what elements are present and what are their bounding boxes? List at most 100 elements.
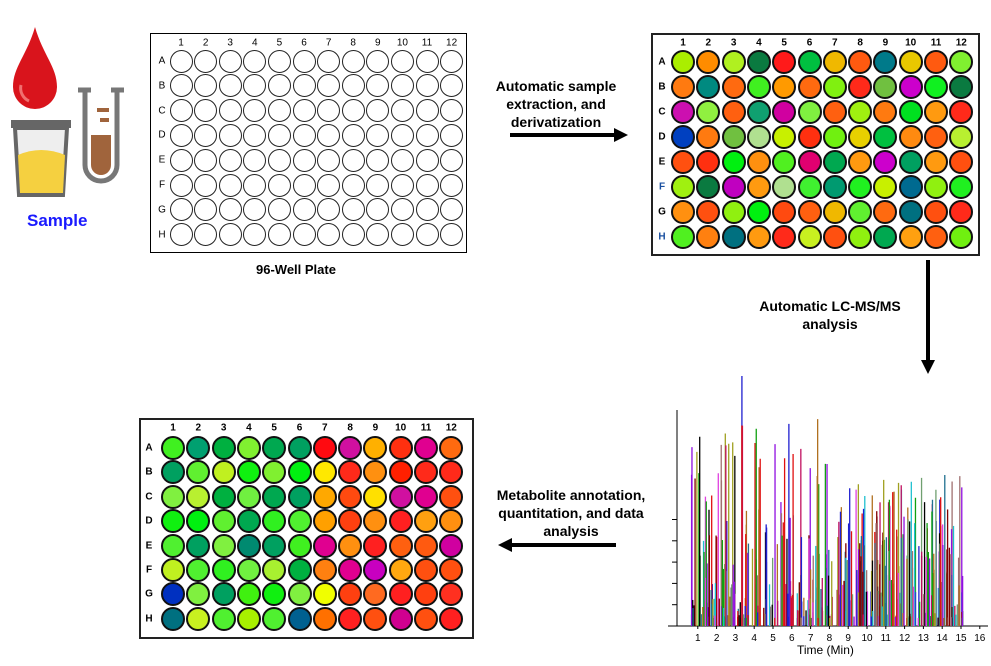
x-tick-label: 11: [881, 633, 892, 644]
well-G7: [822, 200, 847, 224]
empty-96-well-plate: 1 2 3 4 5 6 7 8 9 10 11 12 A B C D E F G H: [150, 33, 467, 253]
row-label: F: [658, 181, 666, 193]
well-E3: [721, 150, 746, 174]
well-C3: [211, 484, 236, 509]
well-A10: [388, 436, 413, 460]
well-D8: [338, 509, 363, 534]
well-E7: [317, 148, 341, 172]
step-text-line: analysis: [543, 523, 599, 539]
well-B4: [746, 75, 771, 99]
well-C4: [243, 99, 267, 123]
well-G7: [312, 582, 337, 607]
well-C4: [236, 484, 261, 509]
well-H7: [312, 606, 337, 631]
well-F6: [287, 558, 312, 582]
well-F2: [194, 173, 218, 197]
row-label: B: [658, 81, 666, 93]
arrow-down-icon: [921, 260, 935, 374]
results-96-well-plate: 1 2 3 4 5 6 7 8 9 10 11 12 A B C D E F G H: [139, 418, 474, 639]
well-D2: [696, 125, 721, 149]
chromatogram-plot: 1 2 3 4 5 6 7 8 9 10 11 12 13 14 15 16: [668, 376, 988, 644]
well-F4: [236, 558, 261, 582]
row-label: A: [158, 55, 166, 67]
well-C3: [721, 100, 746, 124]
well-C1: [671, 100, 695, 124]
well-H11: [414, 606, 438, 631]
well-B6: [287, 460, 312, 485]
x-tick-label: 6: [789, 633, 795, 644]
well-F3: [218, 173, 242, 197]
column-label: 5: [271, 422, 277, 434]
well-B7: [317, 74, 341, 98]
empty-plate-caption: 96-Well Plate: [256, 262, 336, 277]
step-text-line: quantitation, and data: [498, 505, 644, 521]
column-label: 10: [396, 37, 408, 49]
well-D6: [797, 125, 822, 149]
well-F9: [363, 558, 388, 582]
well-C3: [218, 99, 242, 123]
well-F5: [262, 558, 287, 582]
well-B6: [797, 75, 822, 99]
row-label: C: [158, 105, 166, 117]
well-E5: [262, 533, 287, 558]
well-C1: [169, 99, 193, 123]
well-C5: [772, 100, 797, 124]
well-B2: [186, 460, 211, 485]
well-B1: [161, 460, 185, 485]
well-C11: [924, 100, 948, 124]
well-D3: [211, 509, 236, 534]
x-tick-label: 10: [861, 633, 873, 644]
row-label: G: [658, 206, 666, 218]
x-tick-label: 1: [695, 633, 701, 644]
row-label: D: [658, 131, 666, 143]
well-G5: [772, 200, 797, 224]
well-D5: [262, 509, 287, 534]
well-A8: [848, 50, 873, 74]
well-A1: [169, 49, 193, 73]
x-tick-label: 14: [937, 633, 949, 644]
well-F2: [696, 175, 721, 199]
well-G12: [439, 582, 464, 607]
well-C12: [440, 99, 464, 123]
well-H12: [949, 225, 974, 249]
well-C1: [161, 484, 185, 509]
urine-cup-icon: [11, 120, 71, 197]
column-label: 3: [220, 422, 227, 434]
step-text-line: extraction, and: [506, 96, 606, 112]
row-label: B: [145, 466, 153, 478]
well-H10: [388, 606, 413, 631]
well-F8: [848, 175, 873, 199]
step-lcms-label: Automatic LC-MS/MS analysis: [735, 297, 925, 333]
well-D10: [388, 509, 413, 534]
well-B11: [924, 75, 948, 99]
well-F12: [439, 558, 464, 582]
well-F1: [161, 558, 185, 582]
well-F11: [415, 173, 439, 197]
well-C6: [287, 484, 312, 509]
well-E10: [388, 533, 413, 558]
well-C11: [414, 484, 438, 509]
well-C9: [366, 99, 390, 123]
well-E2: [186, 533, 211, 558]
blood-drop-icon: [13, 27, 57, 109]
x-tick-label: 4: [751, 633, 757, 644]
well-H8: [341, 223, 365, 247]
well-A11: [415, 49, 439, 73]
column-label: 11: [930, 37, 942, 49]
row-label: G: [145, 588, 153, 600]
well-G9: [873, 200, 898, 224]
well-H5: [267, 223, 291, 247]
well-B6: [292, 74, 316, 98]
well-H10: [898, 225, 923, 249]
well-F2: [186, 558, 211, 582]
well-H12: [439, 606, 464, 631]
well-F9: [366, 173, 390, 197]
well-H3: [721, 225, 746, 249]
well-H9: [366, 223, 390, 247]
well-D10: [390, 123, 414, 147]
row-label: C: [145, 491, 153, 503]
well-B5: [267, 74, 291, 98]
well-A11: [414, 436, 438, 460]
well-G11: [414, 582, 438, 607]
well-B4: [236, 460, 261, 485]
